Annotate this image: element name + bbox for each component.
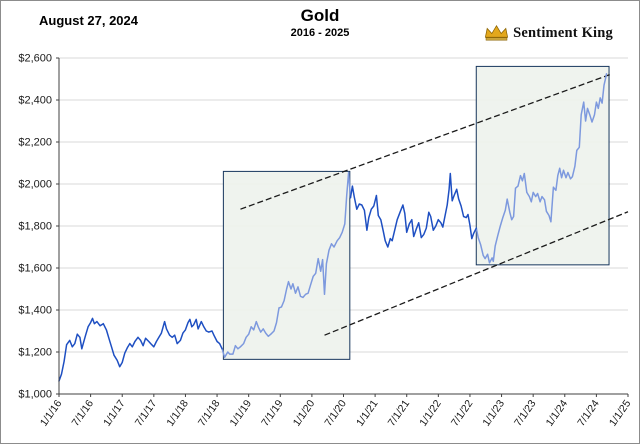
- y-tick-label: $1,600: [18, 263, 52, 275]
- x-tick-label: 1/1/25: [607, 398, 634, 429]
- x-tick-label: 7/1/21: [386, 398, 413, 429]
- gold-price-chart: $1,000 $1,200 $1,400 $1,600 $1,800 $2,000 $2,2…: [18, 53, 634, 429]
- x-tick-label: 1/1/23: [480, 398, 507, 429]
- y-tick-label: $2,600: [18, 53, 52, 65]
- trend-channel-lower: [324, 211, 629, 336]
- x-tick-label: 7/1/16: [69, 398, 96, 429]
- highlight-box: [475, 65, 610, 266]
- y-tick-label: $1,200: [18, 347, 52, 359]
- x-tick-label: 7/1/18: [196, 398, 223, 429]
- x-tick-label: 1/1/21: [354, 398, 381, 429]
- y-tick-label: $1,800: [18, 221, 52, 233]
- price-line-highlight: [221, 73, 608, 359]
- x-tick-label: 1/1/20: [291, 398, 318, 429]
- x-tick-label: 7/1/17: [133, 398, 160, 429]
- x-tick-label: 7/1/22: [449, 398, 476, 429]
- x-tick-label: 1/1/19: [228, 398, 255, 429]
- x-tick-label: 1/1/22: [417, 398, 444, 429]
- trend-channel-upper: [240, 73, 613, 210]
- x-tick-label: 7/1/24: [575, 398, 602, 429]
- crown-icon: [485, 24, 509, 41]
- price-line: [58, 172, 478, 382]
- highlight-box: [222, 170, 351, 360]
- x-tick-label: 1/1/24: [544, 398, 571, 429]
- x-tick-label: 1/1/16: [38, 398, 65, 429]
- y-tick-label: $2,200: [18, 137, 52, 149]
- x-tick-label: 1/1/17: [101, 398, 128, 429]
- y-tick-label: $1,400: [18, 305, 52, 317]
- brand-name: Sentiment King: [513, 24, 613, 41]
- y-tick-label: $2,000: [18, 179, 52, 191]
- y-tick-label: $2,400: [18, 95, 52, 107]
- x-tick-label: 7/1/20: [322, 398, 349, 429]
- y-tick-label: $1,000: [18, 389, 52, 401]
- x-tick-label: 7/1/23: [512, 398, 539, 429]
- x-tick-label: 1/1/18: [164, 398, 191, 429]
- x-tick-label: 7/1/19: [259, 398, 286, 429]
- brand-logo: Sentiment King: [483, 24, 613, 42]
- as-of-date: August 27, 2024: [39, 13, 138, 28]
